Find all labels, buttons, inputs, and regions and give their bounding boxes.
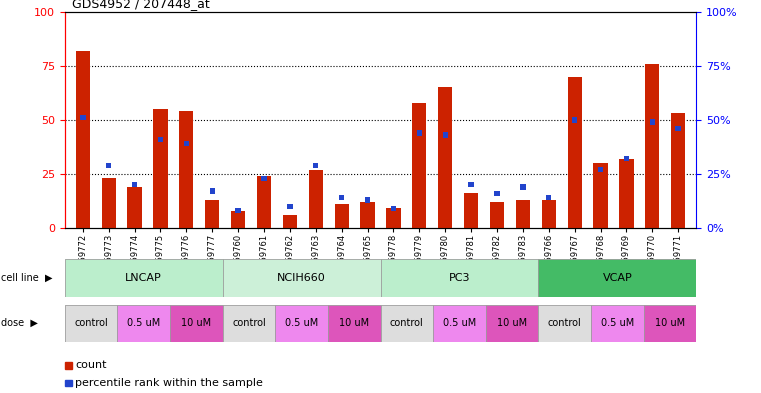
- Bar: [516, 200, 530, 228]
- Text: VCAP: VCAP: [603, 273, 632, 283]
- Text: PC3: PC3: [449, 273, 470, 283]
- Bar: [624, 156, 629, 162]
- Bar: [546, 195, 552, 200]
- Bar: [594, 163, 607, 228]
- Bar: [313, 163, 319, 168]
- Bar: [539, 259, 696, 297]
- Bar: [261, 176, 266, 181]
- Text: control: control: [232, 318, 266, 328]
- Bar: [65, 259, 223, 297]
- Bar: [335, 204, 349, 228]
- Text: percentile rank within the sample: percentile rank within the sample: [75, 378, 263, 388]
- Bar: [223, 305, 275, 342]
- Text: 10 uM: 10 uM: [181, 318, 212, 328]
- Bar: [180, 111, 193, 228]
- Bar: [80, 115, 85, 120]
- Bar: [598, 167, 603, 172]
- Text: control: control: [548, 318, 581, 328]
- Bar: [671, 113, 686, 228]
- Text: 0.5 uM: 0.5 uM: [127, 318, 161, 328]
- Bar: [287, 204, 292, 209]
- Bar: [231, 211, 245, 228]
- Bar: [339, 195, 345, 200]
- Bar: [235, 208, 240, 213]
- Bar: [390, 206, 396, 211]
- Bar: [469, 182, 474, 187]
- Text: GDS4952 / 207448_at: GDS4952 / 207448_at: [72, 0, 210, 10]
- Bar: [464, 193, 478, 228]
- Bar: [412, 103, 426, 228]
- Bar: [257, 176, 271, 228]
- Bar: [521, 184, 526, 189]
- Bar: [101, 178, 116, 228]
- Text: 0.5 uM: 0.5 uM: [443, 318, 476, 328]
- Bar: [158, 137, 163, 142]
- Bar: [645, 64, 660, 228]
- Bar: [676, 126, 681, 131]
- Text: LNCAP: LNCAP: [126, 273, 162, 283]
- Bar: [361, 202, 374, 228]
- Bar: [117, 305, 170, 342]
- Bar: [387, 208, 400, 228]
- Bar: [65, 305, 117, 342]
- Bar: [205, 200, 219, 228]
- Bar: [490, 202, 504, 228]
- Bar: [283, 215, 297, 228]
- Bar: [65, 362, 72, 369]
- Bar: [328, 305, 380, 342]
- Bar: [650, 119, 655, 125]
- Bar: [75, 51, 90, 228]
- Bar: [223, 259, 380, 297]
- Text: 10 uM: 10 uM: [655, 318, 685, 328]
- Bar: [442, 132, 448, 138]
- Bar: [183, 141, 189, 146]
- Text: count: count: [75, 360, 107, 370]
- Bar: [416, 130, 422, 136]
- Bar: [132, 182, 137, 187]
- Bar: [380, 259, 539, 297]
- Bar: [495, 191, 500, 196]
- Text: control: control: [74, 318, 108, 328]
- Bar: [539, 305, 591, 342]
- Bar: [619, 159, 634, 228]
- Bar: [127, 187, 142, 228]
- Bar: [568, 77, 581, 228]
- Bar: [154, 109, 167, 228]
- Text: dose  ▶: dose ▶: [1, 318, 37, 328]
- Bar: [486, 305, 539, 342]
- Text: control: control: [390, 318, 424, 328]
- Text: 10 uM: 10 uM: [497, 318, 527, 328]
- Bar: [309, 170, 323, 228]
- Bar: [275, 305, 328, 342]
- Bar: [170, 305, 223, 342]
- Bar: [65, 380, 72, 386]
- Bar: [380, 305, 433, 342]
- Bar: [644, 305, 696, 342]
- Bar: [106, 163, 111, 168]
- Bar: [438, 87, 452, 228]
- Bar: [591, 305, 644, 342]
- Bar: [365, 197, 371, 202]
- Bar: [433, 305, 486, 342]
- Text: 10 uM: 10 uM: [339, 318, 369, 328]
- Bar: [209, 189, 215, 194]
- Text: 0.5 uM: 0.5 uM: [600, 318, 634, 328]
- Text: cell line  ▶: cell line ▶: [1, 273, 53, 283]
- Bar: [542, 200, 556, 228]
- Text: 0.5 uM: 0.5 uM: [285, 318, 318, 328]
- Bar: [572, 117, 578, 123]
- Text: NCIH660: NCIH660: [277, 273, 326, 283]
